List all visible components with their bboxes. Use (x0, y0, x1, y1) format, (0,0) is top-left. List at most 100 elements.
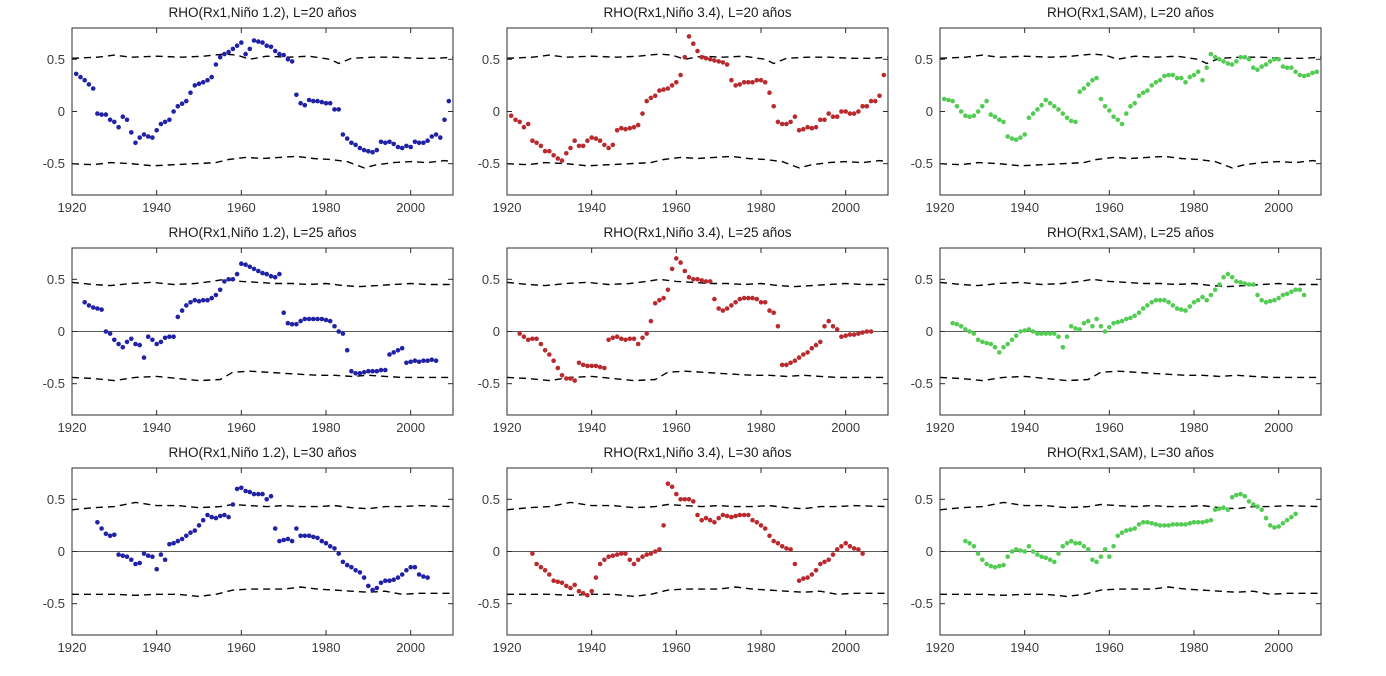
x-tick-label: 1960 (662, 200, 691, 215)
data-point (1022, 549, 1027, 554)
data-point (559, 580, 565, 586)
data-point (678, 260, 683, 265)
subplot-title: RHO(Rx1,Niño 3.4), L=20 años (603, 5, 792, 20)
y-tick-label: -0.5 (911, 156, 933, 171)
data-point (1221, 505, 1226, 510)
data-point (99, 526, 104, 531)
data-point (184, 533, 189, 539)
data-point (834, 327, 840, 332)
data-point (568, 376, 573, 381)
data-point (868, 329, 874, 334)
data-point (340, 559, 346, 565)
data-point (141, 132, 147, 137)
data-point (124, 339, 130, 345)
data-point (997, 350, 1002, 355)
data-point (559, 158, 565, 163)
data-point (1064, 540, 1070, 546)
x-tick-label: 1980 (1180, 640, 1209, 655)
data-point (1140, 306, 1146, 311)
data-point (1018, 548, 1023, 553)
data-point (416, 140, 422, 146)
data-point (703, 56, 709, 61)
data-point (1136, 522, 1142, 527)
data-point (1102, 329, 1108, 334)
data-point (1102, 547, 1108, 552)
data-point (433, 132, 439, 137)
data-point (429, 134, 435, 139)
data-point (750, 295, 755, 301)
data-point (733, 300, 738, 305)
data-point (1225, 507, 1231, 513)
data-point (851, 546, 857, 551)
data-point (954, 321, 960, 327)
data-point (542, 148, 548, 154)
data-point (196, 523, 202, 528)
data-point (1111, 320, 1116, 326)
data-point (733, 513, 738, 519)
data-point (239, 40, 244, 45)
y-tick-label: 0 (58, 104, 65, 119)
x-tick-label: 1960 (662, 420, 691, 435)
data-point (1301, 292, 1307, 298)
data-point (958, 109, 964, 114)
data-point (404, 568, 409, 573)
data-point (1030, 549, 1036, 554)
x-tick-label: 1980 (747, 420, 776, 435)
data-point (1251, 65, 1256, 70)
y-tick-label: 0 (926, 104, 933, 119)
data-point (741, 512, 747, 518)
data-point (222, 512, 227, 518)
data-point (319, 538, 325, 544)
data-point (775, 540, 781, 546)
lower-significance-band (72, 586, 453, 598)
data-point (525, 337, 531, 343)
data-point (209, 295, 214, 301)
plot-box (939, 27, 1322, 196)
data-point (1115, 117, 1121, 123)
data-point (387, 578, 392, 583)
data-point (508, 113, 514, 118)
data-point (421, 358, 426, 363)
data-point (412, 564, 418, 570)
data-point (1255, 67, 1260, 73)
data-point (619, 336, 624, 342)
data-point (1001, 119, 1006, 125)
data-point (860, 551, 865, 556)
data-point (589, 135, 594, 140)
data-point (395, 575, 401, 580)
data-point (1204, 297, 1209, 303)
data-point (1132, 526, 1137, 531)
data-point (1140, 520, 1146, 525)
data-point (631, 561, 637, 567)
data-point (1212, 54, 1218, 60)
data-point (200, 80, 206, 85)
y-tick-label: -0.5 (911, 376, 933, 391)
data-point (547, 572, 552, 577)
data-point (213, 515, 219, 521)
data-point (707, 517, 713, 523)
x-tick-label: 1960 (227, 200, 256, 215)
data-point (268, 273, 274, 279)
data-point (1090, 77, 1095, 83)
data-point (1306, 72, 1311, 78)
data-point (796, 578, 802, 583)
data-point (1073, 540, 1078, 546)
data-point (686, 274, 692, 280)
data-point (421, 140, 426, 146)
data-point (243, 262, 248, 267)
data-point (830, 552, 836, 557)
data-point (771, 538, 776, 544)
data-point (597, 364, 603, 370)
data-point (1136, 310, 1142, 315)
data-point (551, 578, 556, 583)
data-point (289, 321, 295, 327)
data-point (129, 557, 134, 563)
data-point (691, 41, 696, 46)
data-point (162, 557, 168, 563)
data-point (754, 520, 760, 525)
data-point (1229, 494, 1235, 500)
subplot-sam-l30: RHO(Rx1,SAM), L=30 años 1920 1940 1960 1980… (890, 444, 1335, 659)
data-point (724, 306, 730, 311)
data-point (133, 561, 138, 567)
data-point (530, 138, 535, 143)
